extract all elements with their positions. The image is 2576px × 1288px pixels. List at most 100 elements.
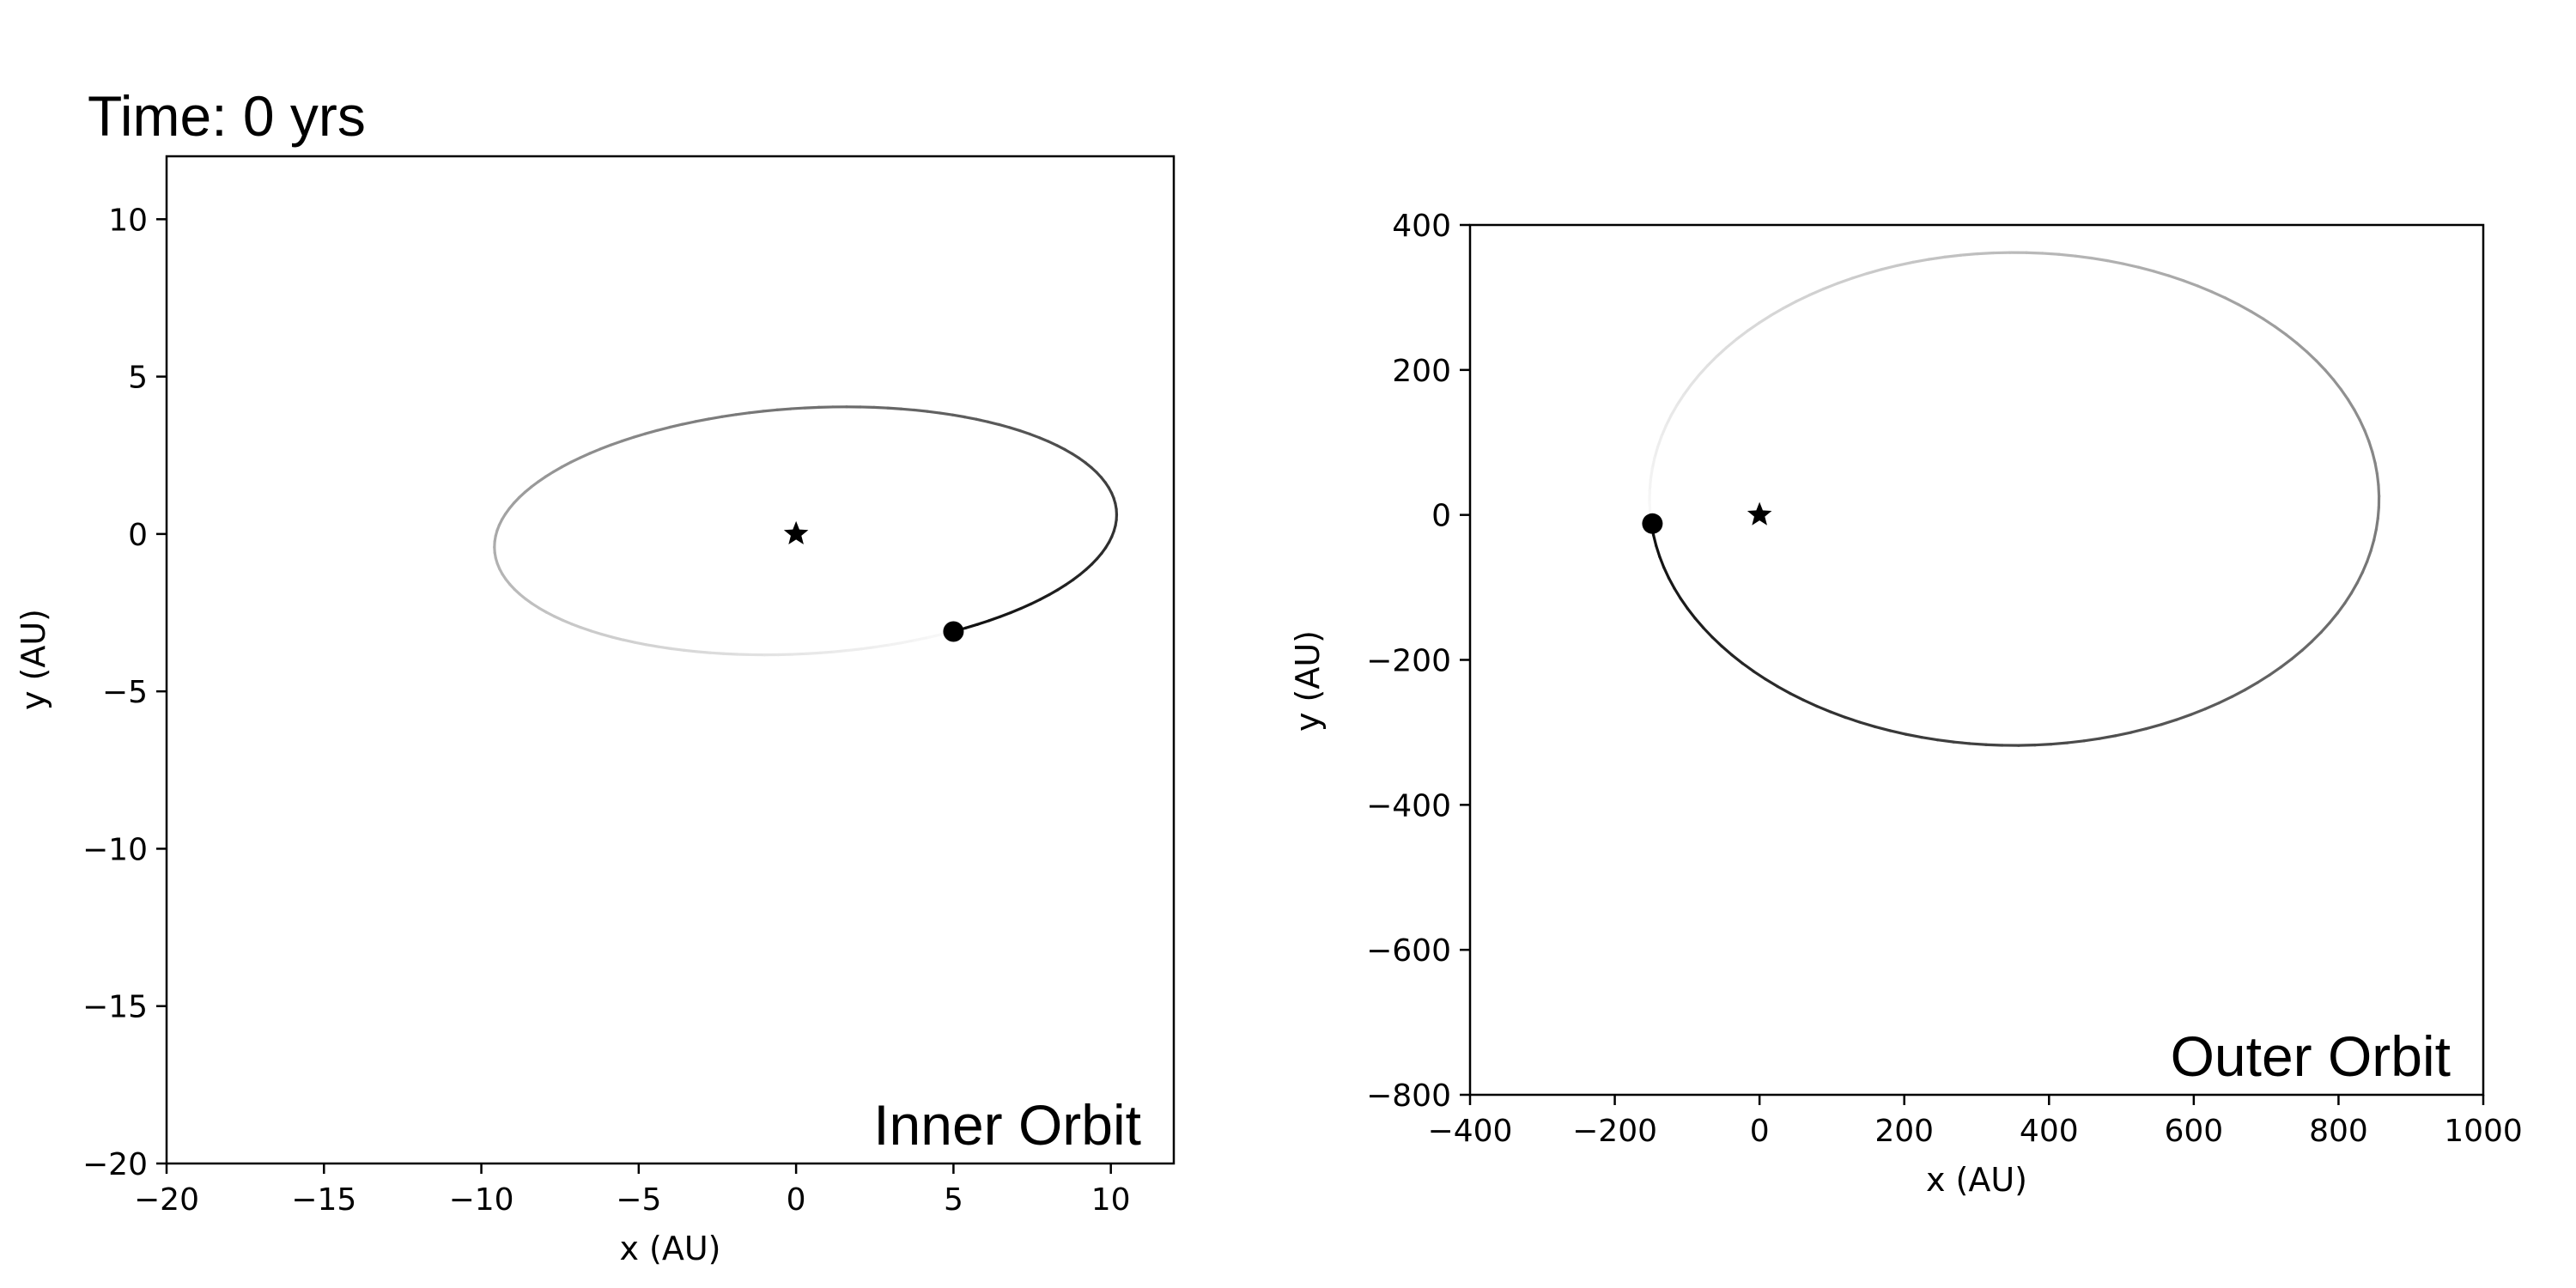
orbit-segment — [633, 641, 648, 647]
orbit-segment — [2144, 722, 2164, 731]
orbit-segment — [2073, 254, 2093, 260]
orbit-segment — [655, 425, 672, 432]
orbit-segment — [2358, 418, 2366, 433]
orbit-segment — [761, 408, 779, 413]
orbit-segment — [872, 405, 890, 410]
orbit-segment — [2349, 580, 2360, 595]
orbit-segment — [2209, 289, 2227, 300]
orbit-segment — [2310, 630, 2323, 643]
star-marker — [1747, 501, 1772, 526]
y-tick-label: 400 — [1392, 209, 1451, 244]
orbit-segment — [598, 443, 613, 451]
orbit-segment — [620, 435, 635, 443]
orbit-segment — [2319, 621, 2331, 635]
orbit-segment — [789, 406, 807, 410]
orbit-segment — [707, 415, 724, 421]
orbit-segment — [1667, 576, 1676, 591]
y-tick-label: −800 — [1366, 1078, 1451, 1114]
orbit-segment — [998, 611, 1013, 618]
x-tick-label: −200 — [1572, 1114, 1657, 1149]
orbit-segment — [912, 408, 929, 413]
orbit-segment — [1858, 720, 1877, 729]
x-tick-label: 400 — [2020, 1114, 2079, 1149]
orbit-segment — [2121, 262, 2141, 269]
orbit-segment — [609, 439, 624, 447]
orbit-segment — [2203, 701, 2221, 711]
orbit-segment — [2268, 665, 2283, 677]
orbit-segment — [2374, 516, 2379, 532]
orbit-segment — [2324, 368, 2336, 381]
y-tick-label: −20 — [82, 1147, 148, 1182]
axis-ticks: −20 −15 −10 −5 0 5 10 −20 −15 −10 −5 0 5 10 — [82, 203, 1131, 1218]
y-tick-label: −600 — [1366, 933, 1451, 969]
orbit-segment — [1701, 626, 1714, 639]
star-marker — [783, 520, 809, 545]
orbit-segment — [963, 623, 980, 630]
orbit-segment — [1715, 345, 1728, 359]
orbit-segment — [599, 632, 614, 639]
orbit-segment — [733, 411, 751, 416]
orbit-segment — [588, 447, 603, 455]
orbit-segment — [2346, 398, 2356, 411]
orbit-segment — [2098, 734, 2117, 740]
x-tick-label: 200 — [1874, 1114, 1934, 1149]
orbit-segment — [1788, 691, 1806, 702]
orbit-segment — [2300, 640, 2314, 653]
orbit-segment — [1911, 258, 1931, 264]
orbit-segment — [1807, 287, 1826, 297]
orbit-segment — [1888, 729, 1908, 736]
x-tick-label: −5 — [616, 1182, 661, 1218]
orbit-segment — [669, 647, 686, 652]
orbit-segment — [1720, 644, 1734, 657]
plot-frame — [165, 155, 1176, 1165]
orbit-segment — [1009, 606, 1023, 615]
inner-orbit-panel: −20 −15 −10 −5 0 5 10 −20 −15 −10 −5 0 5 10 Inner Orb… — [15, 155, 1176, 1267]
orbit-segment — [1686, 606, 1697, 620]
orbit-segment — [695, 650, 712, 654]
orbit-segment — [668, 422, 684, 429]
orbit-segment — [900, 638, 918, 645]
orbit-segment — [1984, 743, 2004, 747]
x-tick-label: −15 — [291, 1182, 356, 1218]
x-tick-label: 10 — [1091, 1182, 1131, 1218]
orbit-segment — [2105, 258, 2125, 265]
orbit-segment — [2328, 611, 2340, 625]
y-tick-label: 0 — [128, 518, 148, 553]
orbit-segment — [1815, 704, 1833, 714]
orbit-segment — [2284, 332, 2299, 345]
orbit-segment — [1752, 670, 1767, 681]
orbit-segment — [1959, 252, 1979, 257]
orbit-segment — [775, 407, 793, 411]
orbit-segment — [1801, 698, 1820, 708]
y-tick-label: 0 — [1431, 499, 1451, 534]
orbit-segment — [1653, 445, 1660, 460]
orbit-segment — [2273, 325, 2288, 337]
orbit-segment — [2305, 349, 2318, 363]
orbit-segment — [1795, 293, 1812, 303]
orbit-segment — [2136, 265, 2156, 273]
orbit-segment — [899, 407, 916, 412]
orbit-segment — [818, 650, 836, 654]
orbit-segment — [2057, 252, 2077, 258]
orbit-segment — [1649, 467, 1654, 482]
orbit-segment — [1658, 555, 1666, 569]
orbit-segment — [832, 648, 850, 653]
orbiting-body-marker — [943, 621, 964, 642]
orbit-segment — [2152, 270, 2171, 277]
orbit-segment — [2375, 472, 2380, 487]
y-tick-label: −10 — [82, 832, 148, 867]
orbit-segment — [2243, 681, 2260, 692]
orbit-segment — [631, 432, 647, 439]
orbit-segment — [1689, 373, 1701, 386]
figure-title: Time: 0 yrs — [88, 84, 366, 148]
y-tick-label: −5 — [102, 675, 148, 710]
orbit-segment — [2290, 648, 2304, 661]
y-tick-label: 10 — [108, 203, 148, 238]
orbit-segment — [1648, 477, 1652, 493]
orbit-segment — [2032, 742, 2053, 747]
y-tick-label: −15 — [82, 990, 148, 1025]
orbit-segment — [1679, 597, 1690, 611]
orbit-segment — [1656, 434, 1663, 449]
orbit-segment — [2236, 302, 2253, 313]
orbit-segment — [927, 633, 944, 640]
